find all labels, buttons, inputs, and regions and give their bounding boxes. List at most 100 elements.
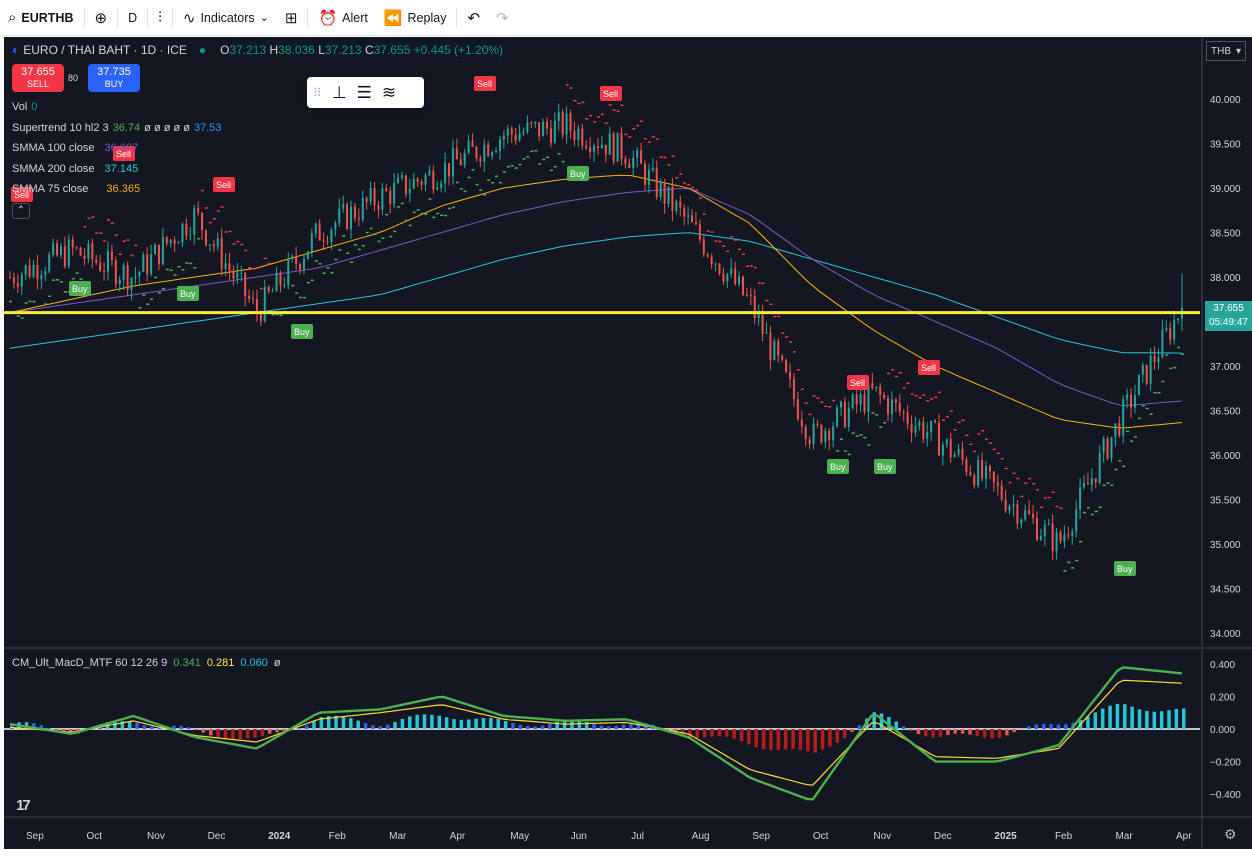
macd-histogram-bar [850,729,854,732]
supertrend-down-segment [1028,477,1032,480]
macd-histogram-bar [636,722,641,729]
candle-body [906,412,909,424]
candle-body [314,223,317,234]
supertrend-up-segment [412,211,416,214]
buy-signal-badge [177,286,199,301]
supertrend-down-segment [99,232,103,234]
supertrend-down-segment [240,243,244,246]
volume-legend[interactable]: Vol 0 [12,101,37,113]
redo-button[interactable]: ↷ [488,0,517,36]
supertrend-down-segment [596,116,600,118]
macd-histogram-bar [400,718,405,729]
line-settings-icon[interactable]: ☰ [356,82,372,102]
drawing-toolbar: ⠿ ⊥ ☰ ≋ [307,77,424,108]
candle-body [753,296,756,319]
collapse-legend-button[interactable]: ⌃ [12,203,30,219]
price-tick-label: 38.000 [1210,273,1241,284]
candle-body [408,188,411,194]
symbol-search[interactable]: ⌕ EURTHB [0,0,82,36]
buy-signal-label: Buy [830,462,846,472]
candle-body [350,206,353,229]
buy-button[interactable]: 37.735 BUY [88,64,140,92]
macd-histogram-bar [304,725,309,729]
supertrend-down-segment [890,368,894,371]
candle-body [1024,510,1027,520]
layouts-button[interactable]: ⊞ [277,0,306,36]
tradingview-logo[interactable]: 17 [16,797,31,814]
supertrend-up-segment [534,149,538,152]
macd-histogram-bar [312,721,316,729]
supertrend-down-segment [263,257,267,260]
macd-histogram-bar [179,725,184,729]
price-tick-label: 36.000 [1210,451,1241,462]
supertrend-down-segment [922,394,926,396]
chevron-down-icon: ▾ [1235,45,1241,57]
compare-button[interactable]: ⊕ [87,0,116,36]
price-tick-label: 34.000 [1210,629,1241,640]
candle-body [687,215,690,217]
smma75-legend[interactable]: SMMA 75 close 36.365 [12,183,140,195]
candle-body [1145,364,1148,384]
supertrend-legend[interactable]: Supertrend 10 hl2 3 36.74 ø ø ø ø ø 37.5… [12,122,222,134]
alert-button[interactable]: ⏰ Alert [310,0,375,36]
supertrend-up-segment [330,272,334,274]
price-range-icon[interactable]: ⊥ [331,82,347,102]
supertrend-down-segment [675,176,679,179]
currency-selector[interactable]: THB ▾ [1206,41,1246,61]
chart-area[interactable]: 40.000 39.500 39.000 38.500 38.000 37.000 36.5… [4,37,1252,849]
line-style-icon[interactable]: ≋ [381,82,397,102]
smma100-legend[interactable]: SMMA 100 close 36.607 [12,142,138,154]
supertrend-down-segment [224,231,228,233]
supertrend-up-segment [373,233,377,236]
macd-histogram-bar [938,729,943,737]
gear-icon[interactable]: ⚙ [1224,826,1237,842]
supertrend-down-segment [945,415,949,418]
indicators-button[interactable]: ∿ Indicators ⌄ [175,0,277,36]
supertrend-up-segment [393,230,397,233]
macd-signal-line [9,679,1183,786]
sell-signal-label: Sell [603,89,618,99]
supertrend-down-segment [1008,481,1012,484]
supertrend-down-segment [671,155,675,157]
supertrend-down-segment [110,222,114,224]
candle-body [330,229,333,242]
drag-handle-icon[interactable]: ⠿ [313,85,322,100]
undo-button[interactable]: ↶ [459,0,488,36]
macd-legend[interactable]: CM_Ult_MacD_MTF 60 12 26 9 0.341 0.281 0… [12,657,281,669]
candle-body [12,277,15,284]
candle-body [843,401,846,427]
chart-canvas[interactable]: 40.000 39.500 39.000 38.500 38.000 37.000 36.5… [4,37,1252,849]
supertrend-down-segment [691,186,695,189]
macd-histogram-bar [1005,729,1009,736]
candle-body [91,243,94,260]
candle-body [526,122,529,132]
candle-body [236,272,239,279]
macd-histogram-bar [371,725,375,729]
candle-body [322,240,325,242]
supertrend-down-segment [569,87,573,89]
supertrend-down-segment [216,210,220,212]
candle-body [404,175,407,194]
smma200-legend[interactable]: SMMA 200 close 37.145 [12,163,138,175]
supertrend-up-segment [193,266,197,269]
macd-histogram-bar [828,729,832,747]
macd-histogram-bar [924,729,928,737]
supertrend-up-segment [416,209,420,211]
candle-body [87,243,90,259]
chart-type-button[interactable]: ⫶ [150,0,170,36]
sell-signal-label: Sell [14,190,29,200]
candle-body [244,272,247,297]
candle-body [142,254,145,272]
macd-histogram-bar [113,721,117,729]
sell-button[interactable]: 37.655 SELL [12,64,64,92]
replay-button[interactable]: ⏪ Replay [376,0,455,36]
supertrend-up-segment [150,298,154,301]
candle-body [103,270,106,272]
candle-body [538,122,541,137]
interval-button[interactable]: D [120,0,145,36]
candle-body [887,398,890,415]
candle-body [632,157,635,168]
supertrend-down-segment [992,448,996,451]
supertrend-down-segment [589,114,593,117]
candle-body [48,254,51,272]
